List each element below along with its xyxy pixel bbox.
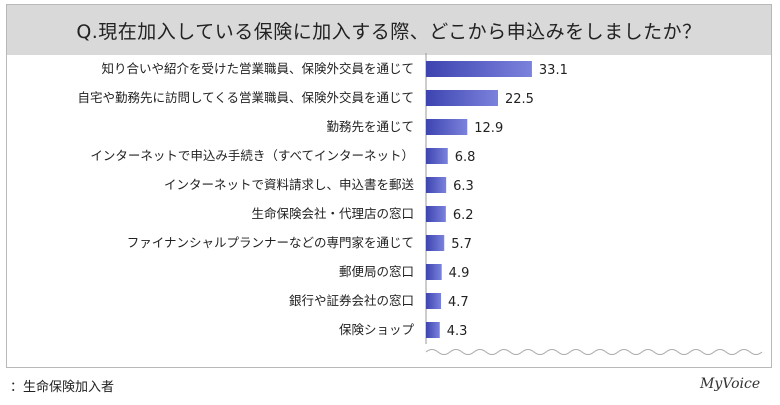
value-label: 4.7 (448, 295, 469, 310)
bar (426, 322, 440, 338)
chart-title-bar: Q.現在加入している保険に加入する際、どこから申込みをしましたか？ (7, 5, 771, 55)
bar (426, 90, 498, 106)
value-label: 5.7 (451, 237, 472, 252)
value-label: 6.3 (453, 179, 474, 194)
myvoice-logo: MyVoice (700, 376, 761, 392)
chart-title: Q.現在加入している保険に加入する際、どこから申込みをしましたか？ (76, 20, 702, 43)
value-label: 6.8 (455, 150, 476, 165)
chart-frame: Q.現在加入している保険に加入する際、どこから申込みをしましたか？ 知り合いや紹… (6, 4, 772, 368)
axis-break-line (425, 349, 763, 355)
bar (426, 61, 532, 77)
value-label: 4.3 (447, 324, 468, 339)
value-label: 4.9 (449, 266, 470, 281)
category-label: 銀行や証券会社の窓口 (289, 293, 414, 308)
value-label: 22.5 (505, 92, 534, 107)
bar (426, 206, 446, 222)
category-label: ファイナンシャルプランナーなどの専門家を通じて (127, 235, 414, 250)
value-label: 6.2 (453, 208, 474, 223)
bar (426, 264, 442, 280)
footer-note: ：生命保険加入者 (10, 380, 115, 395)
value-label: 33.1 (539, 63, 568, 78)
category-label: インターネットで資料請求し、申込書を郵送 (164, 177, 415, 192)
bar-chart: 知り合いや紹介を受けた営業職員、保険外交員を通じて 33.1 自宅や勤務先に訪問して… (77, 53, 763, 355)
category-label: 生命保険会社・代理店の窓口 (251, 206, 414, 221)
category-label: インターネットで申込み手続き（すべてインターネット） (90, 148, 414, 163)
bar (426, 119, 468, 135)
category-label: 保険ショップ (339, 322, 415, 337)
category-label: 勤務先を通じて (326, 119, 414, 134)
bar (426, 148, 448, 164)
bar (426, 235, 445, 251)
value-label: 12.9 (474, 121, 503, 136)
category-label: 自宅や勤務先に訪問してくる営業職員、保険外交員を通じて (77, 90, 414, 105)
category-label: 知り合いや紹介を受けた営業職員、保険外交員を通じて (101, 61, 414, 76)
bar (426, 293, 442, 309)
bar (426, 177, 447, 193)
category-label: 郵便局の窓口 (339, 264, 414, 279)
